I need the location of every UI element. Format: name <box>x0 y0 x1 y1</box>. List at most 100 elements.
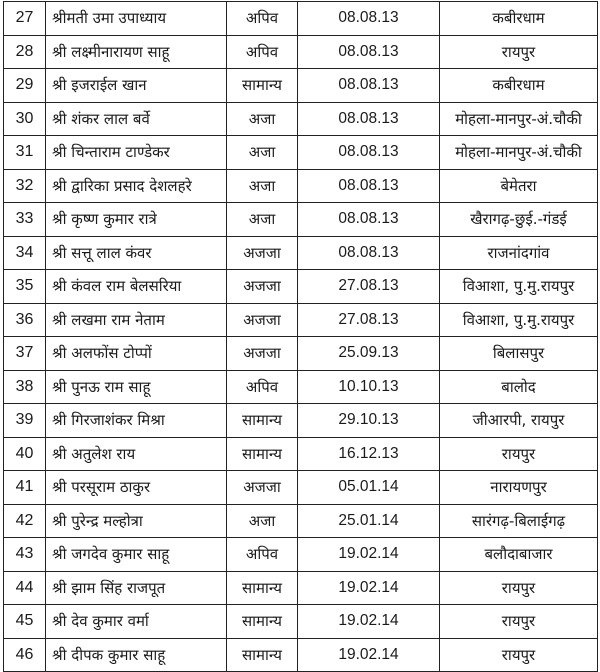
person-name-cell: श्री कृष्ण कुमार रात्रे <box>45 202 227 237</box>
date-cell: 08.08.13 <box>297 202 440 237</box>
table-row: 44 श्री झाम सिंह राजपूत सामान्य 19.02.14 राय… <box>3 570 598 605</box>
table-row: 33 श्री कृष्ण कुमार रात्रे अजा 08.08.13 खैरा… <box>3 202 598 237</box>
serial-number-cell: 41 <box>3 470 46 505</box>
category-cell: सामान्य <box>226 604 298 639</box>
serial-number-cell: 43 <box>3 537 46 572</box>
place-cell: बिलासपुर <box>439 336 598 371</box>
date-cell: 10.10.13 <box>297 369 440 404</box>
date-cell: 08.08.13 <box>297 235 440 270</box>
place-cell: विआशा, पु.मु.रायपुर <box>439 269 598 304</box>
place-cell: जीआरपी, रायपुर <box>439 403 598 438</box>
category-cell: सामान्य <box>226 68 298 103</box>
person-name-cell: श्री द्वारिका प्रसाद देशलहरे <box>45 168 227 203</box>
category-cell: अजा <box>226 101 298 136</box>
date-cell: 05.01.14 <box>297 470 440 505</box>
person-name-cell: श्री परसूराम ठाकुर <box>45 470 227 505</box>
date-cell: 19.02.14 <box>297 570 440 605</box>
table-row: 37 श्री अलफोंस टोप्पों अजजा 25.09.13 बिलासपु… <box>3 336 598 371</box>
table-row: 34 श्री सत्तू लाल कंवर अजजा 08.08.13 राजनांद… <box>3 235 598 270</box>
date-cell: 16.12.13 <box>297 436 440 471</box>
person-name-cell: श्री इजराईल खान <box>45 68 227 103</box>
place-cell: रायपुर <box>439 604 598 639</box>
place-cell: बालोद <box>439 369 598 404</box>
table-row: 31 श्री चिन्ताराम टाण्डेकर अजा 08.08.13 मोहल… <box>3 135 598 170</box>
serial-number-cell: 38 <box>3 369 46 404</box>
place-cell: मोहला-मानपुर-अं.चौकी <box>439 135 598 170</box>
person-name-cell: श्री झाम सिंह राजपूत <box>45 570 227 605</box>
serial-number-cell: 42 <box>3 503 46 538</box>
category-cell: अपिव <box>226 34 298 69</box>
category-cell: अपिव <box>226 537 298 572</box>
table-row: 39 श्री गिरजाशंकर मिश्रा सामान्य 29.10.13 जी… <box>3 403 598 438</box>
person-name-cell: श्री पुनऊ राम साहू <box>45 369 227 404</box>
category-cell: सामान्य <box>226 637 298 672</box>
serial-number-cell: 46 <box>3 637 46 672</box>
person-name-cell: श्री अलफोंस टोप्पों <box>45 336 227 371</box>
date-cell: 08.08.13 <box>297 68 440 103</box>
place-cell: सारंगढ़-बिलाईगढ़ <box>439 503 598 538</box>
serial-number-cell: 34 <box>3 235 46 270</box>
date-cell: 19.02.14 <box>297 604 440 639</box>
table-row: 43 श्री जगदेव कुमार साहू अपिव 19.02.14 बलौदा… <box>3 537 598 572</box>
person-name-cell: श्री सत्तू लाल कंवर <box>45 235 227 270</box>
category-cell: अजजा <box>226 336 298 371</box>
place-cell: बलौदाबाजार <box>439 537 598 572</box>
person-name-cell: श्री जगदेव कुमार साहू <box>45 537 227 572</box>
category-cell: अपिव <box>226 1 298 36</box>
person-name-cell: श्री अतुलेश राय <box>45 436 227 471</box>
date-cell: 29.10.13 <box>297 403 440 438</box>
place-cell: बेमेतरा <box>439 168 598 203</box>
place-cell: कबीरधाम <box>439 1 598 36</box>
serial-number-cell: 32 <box>3 168 46 203</box>
date-cell: 25.09.13 <box>297 336 440 371</box>
category-cell: अपिव <box>226 369 298 404</box>
date-cell: 19.02.14 <box>297 537 440 572</box>
table-row: 27 श्रीमती उमा उपाध्याय अपिव 08.08.13 कबीरधा… <box>3 1 598 36</box>
person-name-cell: श्री कंवल राम बेलसरिया <box>45 269 227 304</box>
serial-number-cell: 44 <box>3 570 46 605</box>
person-name-cell: श्री देव कुमार वर्मा <box>45 604 227 639</box>
category-cell: अजजा <box>226 302 298 337</box>
table-row: 45 श्री देव कुमार वर्मा सामान्य 19.02.14 राय… <box>3 604 598 639</box>
table-row: 28 श्री लक्ष्मीनारायण साहू अपिव 08.08.13 राय… <box>3 34 598 69</box>
person-name-cell: श्री पुरेन्द्र मल्होत्रा <box>45 503 227 538</box>
serial-number-cell: 35 <box>3 269 46 304</box>
serial-number-cell: 33 <box>3 202 46 237</box>
category-cell: सामान्य <box>226 403 298 438</box>
serial-number-cell: 40 <box>3 436 46 471</box>
date-cell: 27.08.13 <box>297 269 440 304</box>
table-row: 29 श्री इजराईल खान सामान्य 08.08.13 कबीरधाम <box>3 68 598 103</box>
table-row: 40 श्री अतुलेश राय सामान्य 16.12.13 रायपुर <box>3 436 598 471</box>
table-row: 35 श्री कंवल राम बेलसरिया अजजा 27.08.13 विआश… <box>3 269 598 304</box>
date-cell: 08.08.13 <box>297 34 440 69</box>
category-cell: अजजा <box>226 269 298 304</box>
place-cell: नारायणपुर <box>439 470 598 505</box>
serial-number-cell: 39 <box>3 403 46 438</box>
place-cell: राजनांदगांव <box>439 235 598 270</box>
place-cell: खैरागढ़-छुई.-गंडई <box>439 202 598 237</box>
place-cell: रायपुर <box>439 436 598 471</box>
date-cell: 25.01.14 <box>297 503 440 538</box>
serial-number-cell: 31 <box>3 135 46 170</box>
person-name-cell: श्रीमती उमा उपाध्याय <box>45 1 227 36</box>
category-cell: अजा <box>226 202 298 237</box>
serial-number-cell: 30 <box>3 101 46 136</box>
date-cell: 27.08.13 <box>297 302 440 337</box>
table-row: 42 श्री पुरेन्द्र मल्होत्रा अजा 25.01.14 सार… <box>3 503 598 538</box>
table-row: 41 श्री परसूराम ठाकुर अजजा 05.01.14 नारायणपु… <box>3 470 598 505</box>
serial-number-cell: 29 <box>3 68 46 103</box>
place-cell: कबीरधाम <box>439 68 598 103</box>
date-cell: 08.08.13 <box>297 1 440 36</box>
serial-number-cell: 45 <box>3 604 46 639</box>
serial-number-cell: 27 <box>3 1 46 36</box>
category-cell: अजा <box>226 168 298 203</box>
category-cell: अजजा <box>226 235 298 270</box>
person-name-cell: श्री गिरजाशंकर मिश्रा <box>45 403 227 438</box>
person-name-cell: श्री शंकर लाल बर्वे <box>45 101 227 136</box>
place-cell: रायपुर <box>439 570 598 605</box>
category-cell: अजा <box>226 503 298 538</box>
person-name-cell: श्री चिन्ताराम टाण्डेकर <box>45 135 227 170</box>
serial-number-cell: 36 <box>3 302 46 337</box>
table-row: 36 श्री लखमा राम नेताम अजजा 27.08.13 विआशा, … <box>3 302 598 337</box>
serial-number-cell: 28 <box>3 34 46 69</box>
